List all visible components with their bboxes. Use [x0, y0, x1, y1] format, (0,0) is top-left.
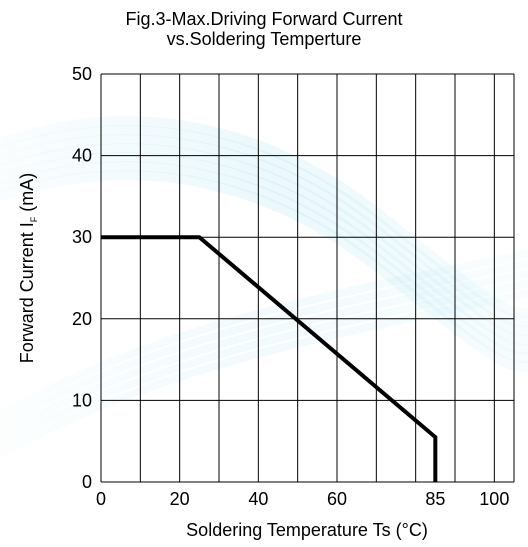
- watermark-swoosh: [0, 152, 528, 354]
- watermark-swoosh: [0, 269, 528, 440]
- watermark-swoosh: [0, 170, 528, 372]
- series-line: [101, 235, 438, 482]
- x-axis-label: Soldering Temperature Ts (°C): [186, 520, 428, 540]
- y-tick-label: 20: [72, 309, 92, 329]
- watermark-swoosh: [0, 161, 528, 363]
- y-tick-label: 30: [72, 227, 92, 247]
- watermark-swoosh: [0, 116, 528, 318]
- y-axis-label-main: Forward Current: [17, 227, 37, 363]
- x-tick-label: 20: [170, 489, 190, 509]
- x-tick-label: 85: [425, 489, 445, 509]
- y-axis-label-symbol: I: [17, 222, 37, 227]
- watermark-swoosh: [0, 125, 528, 327]
- watermark-swoosh: [0, 249, 528, 420]
- y-tick-label: 40: [72, 146, 92, 166]
- x-tick-label: 0: [96, 489, 106, 509]
- watermark-swoosh: [0, 279, 528, 450]
- watermark-swoosh: [0, 143, 528, 345]
- x-tick-label: 40: [248, 489, 268, 509]
- y-axis-label: Forward Current IF (mA): [17, 173, 39, 364]
- chart-title-line: Fig.3-Max.Driving Forward Current: [125, 9, 402, 29]
- watermark-swoosh: [0, 289, 528, 460]
- y-axis-label-subscript: F: [29, 216, 39, 222]
- x-tick-label: 60: [327, 489, 347, 509]
- line-layer: [101, 235, 438, 482]
- y-tick-label: 0: [82, 472, 92, 492]
- text-layer: Fig.3-Max.Driving Forward Currentvs.Sold…: [17, 9, 509, 540]
- grid-layer: [100, 73, 515, 483]
- y-tick-label: 10: [72, 390, 92, 410]
- watermark-swoosh: [0, 134, 528, 336]
- x-tick-label: 100: [479, 489, 509, 509]
- chart-title-line: vs.Soldering Temperture: [167, 29, 362, 49]
- y-axis-label-unit: (mA): [17, 173, 37, 217]
- watermark-swoosh: [0, 259, 528, 430]
- watermark-layer: [0, 116, 528, 460]
- y-tick-label: 50: [72, 64, 92, 84]
